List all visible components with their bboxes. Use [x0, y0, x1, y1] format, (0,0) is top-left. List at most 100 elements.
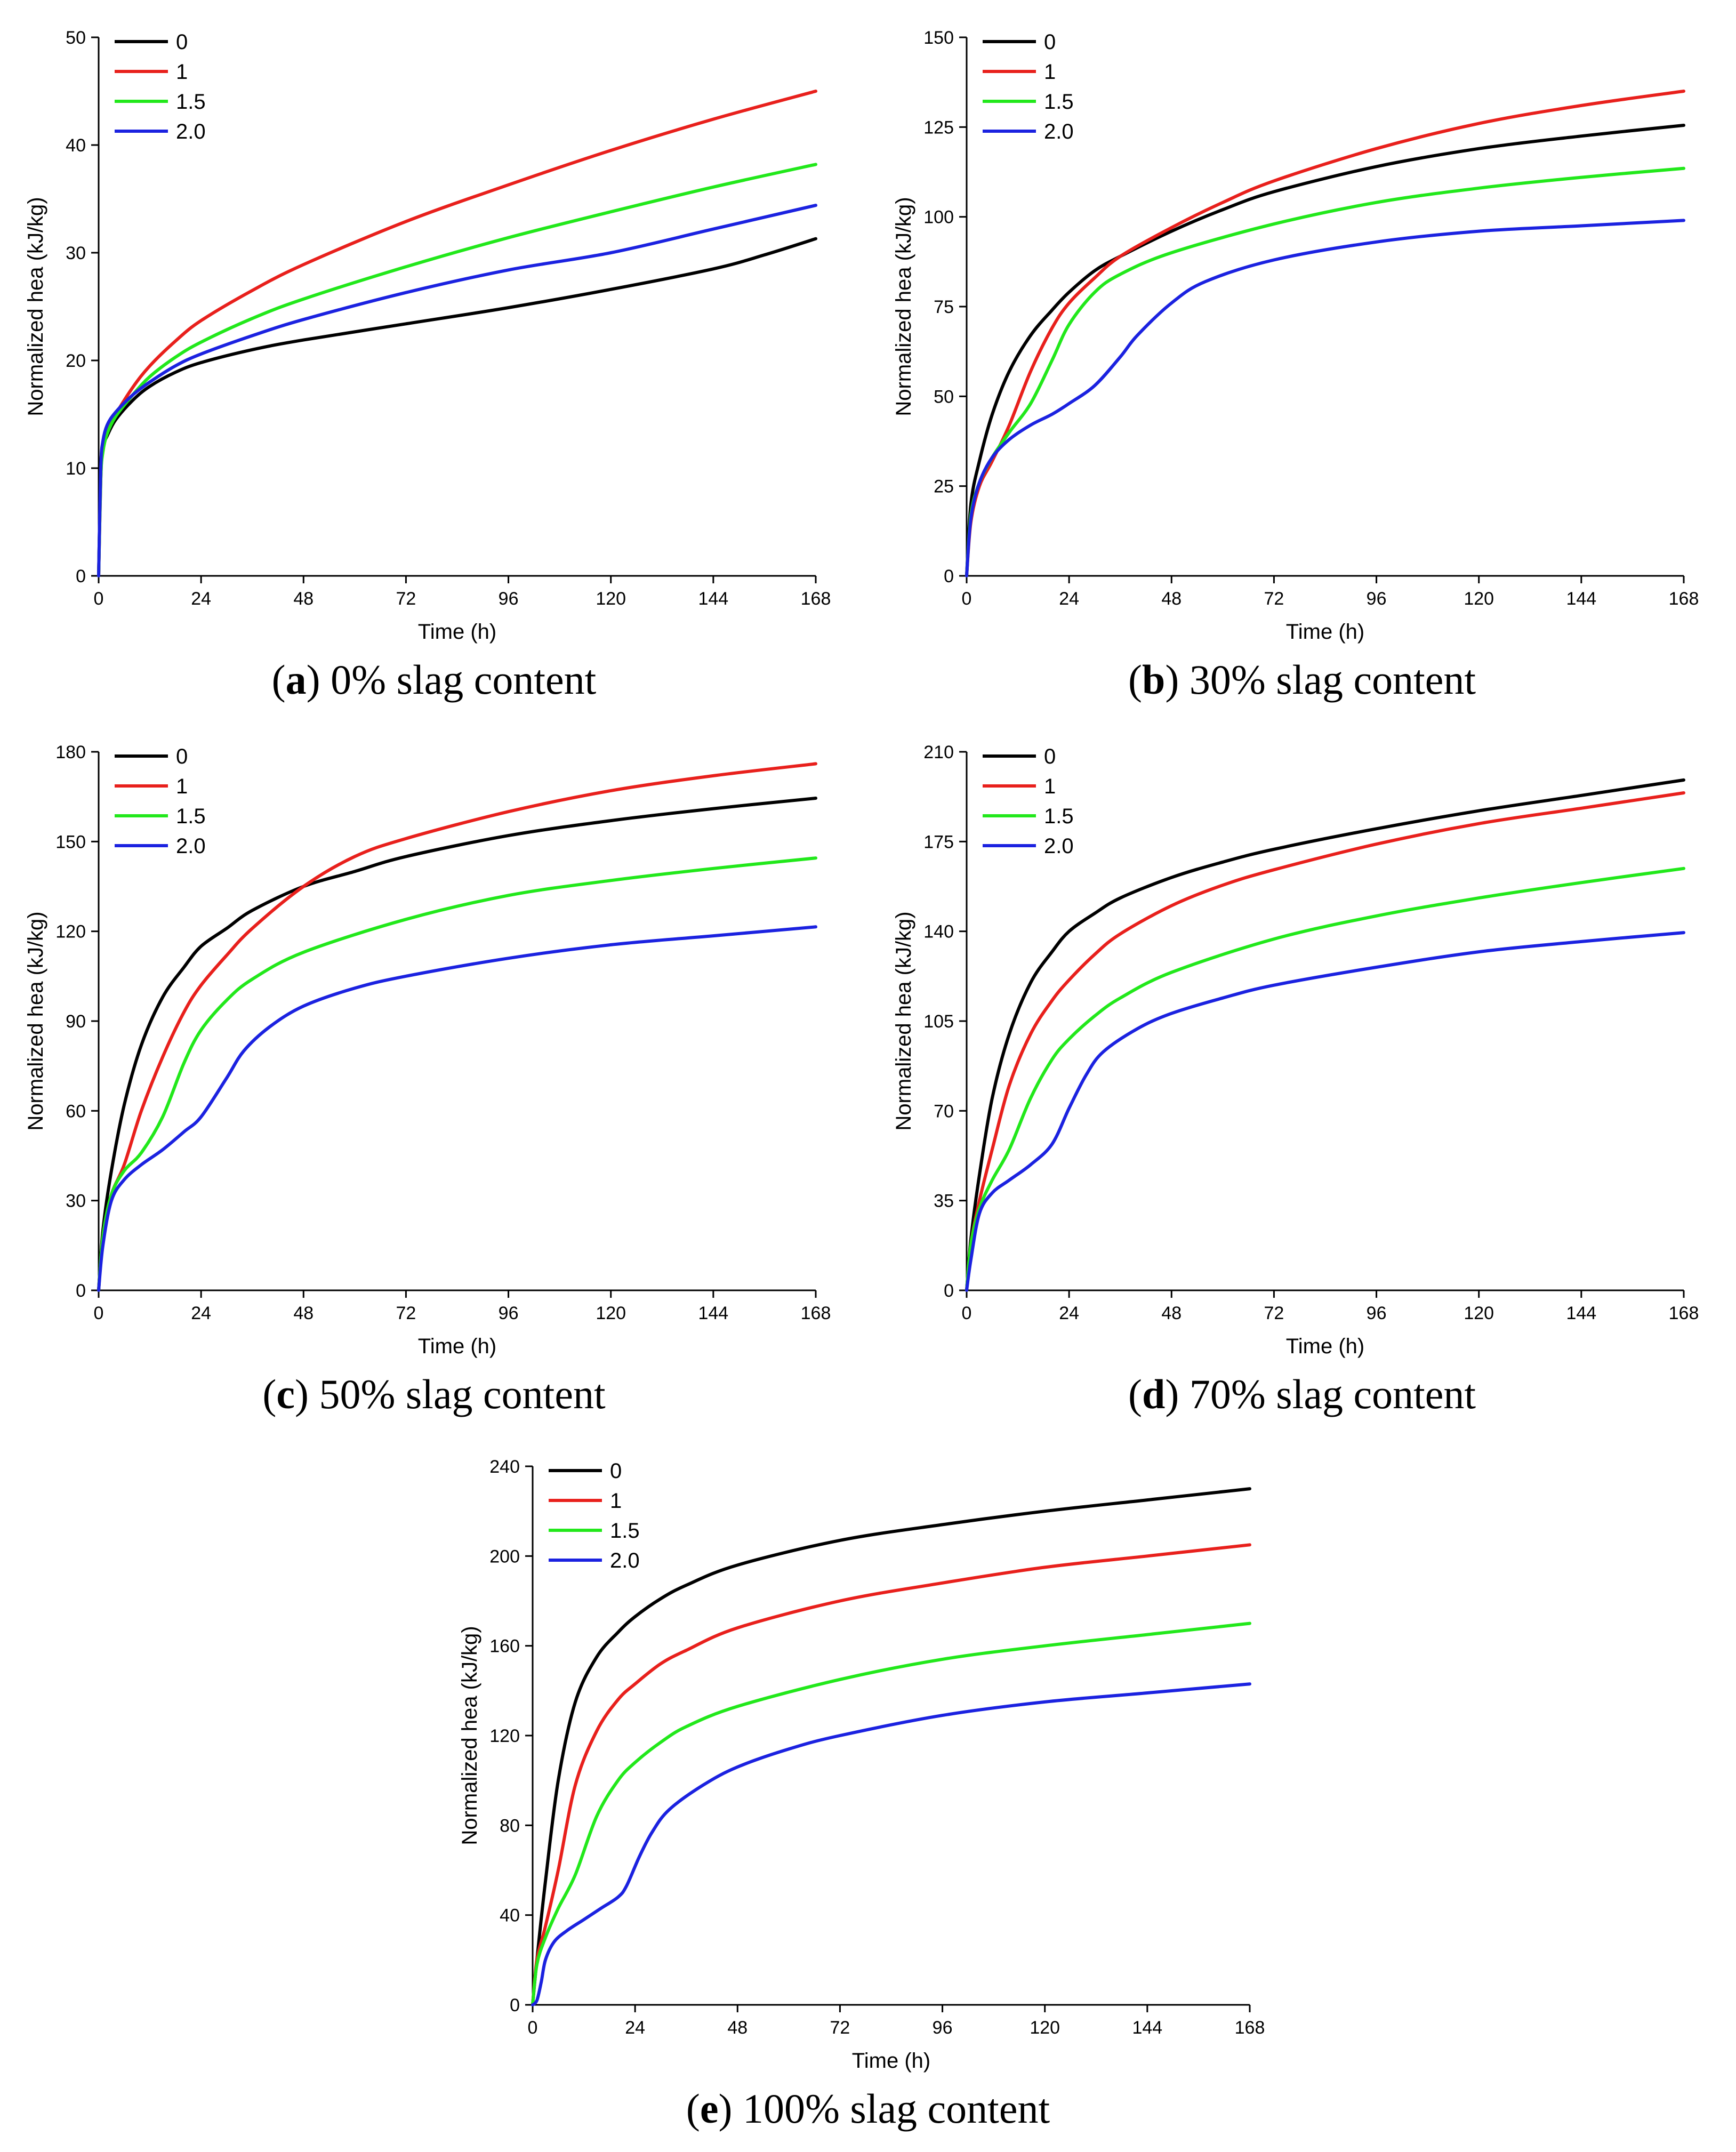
y-tick-label: 35 [934, 1191, 954, 1211]
series-line-1-5 [531, 1621, 1251, 2006]
legend: 0 1 1.5 2.0 [115, 745, 206, 858]
y-tick-label: 90 [66, 1011, 86, 1032]
x-tick-label: 24 [625, 2018, 645, 2038]
legend-label: 2.0 [610, 1549, 640, 1572]
y-tick-label: 40 [500, 1906, 520, 1926]
x-tick-label: 168 [801, 589, 831, 609]
chart-panel-d: 0 35 70 105 140 175 210 0 24 48 72 96 120 144 168 Time … [892, 742, 1699, 1358]
legend-label: 0 [610, 1459, 622, 1483]
chart-panel-c: 0 30 60 90 120 150 180 0 24 48 72 96 120 144 168 Time (… [24, 742, 831, 1358]
y-tick-label: 10 [66, 459, 86, 479]
x-tick-label: 0 [962, 589, 972, 609]
x-tick-label: 144 [698, 589, 728, 609]
caption-e: (e) 100% slag content [686, 2085, 1050, 2132]
series-line-0 [531, 1487, 1251, 2006]
series-line-0 [97, 797, 817, 1292]
y-tick-label: 120 [489, 1726, 520, 1746]
legend: 0 1 1.5 2.0 [983, 30, 1074, 143]
x-tick-label: 144 [1566, 1303, 1596, 1323]
y-tick-label: 140 [923, 922, 954, 942]
legend-label: 2.0 [1044, 120, 1074, 143]
y-tick-label: 240 [489, 1457, 520, 1477]
y-tick-label: 25 [934, 477, 954, 497]
x-tick-label: 96 [499, 1303, 519, 1323]
x-axis-title: Time (h) [418, 1335, 496, 1358]
legend-label: 1 [1044, 60, 1056, 84]
x-tick-label: 0 [94, 1303, 104, 1323]
legend-label: 1.5 [176, 90, 206, 114]
y-tick-label: 180 [55, 742, 86, 762]
series-line-1-5 [965, 866, 1685, 1292]
x-tick-label: 72 [830, 2018, 850, 2038]
legend-label: 1.5 [1044, 805, 1074, 828]
caption-text: 30% slag content [1189, 656, 1476, 703]
series-line-2-0 [965, 931, 1685, 1292]
caption-letter: c [276, 1371, 295, 1417]
caption-letter: e [700, 2085, 719, 2132]
y-tick-label: 0 [76, 566, 86, 587]
axes: 0 40 80 120 160 200 240 0 24 48 72 96 120 144 168 [489, 1457, 1265, 2038]
series-line-1 [97, 762, 817, 1292]
x-tick-label: 24 [191, 589, 211, 609]
caption-letter: b [1142, 656, 1166, 703]
y-axis-title: Normalized hea (kJ/kg) [24, 911, 47, 1130]
axes: 0 30 60 90 120 150 180 0 24 48 72 96 120 144 168 [55, 742, 831, 1323]
legend-label: 1 [1044, 775, 1056, 798]
x-tick-label: 48 [293, 1303, 314, 1323]
y-tick-label: 60 [66, 1101, 86, 1121]
series-line-1-5 [97, 856, 817, 1292]
x-ticks: 0 24 48 72 96 120 144 168 [528, 2005, 1265, 2038]
y-tick-label: 200 [489, 1546, 520, 1567]
x-tick-label: 24 [191, 1303, 211, 1323]
series-line-0 [965, 778, 1685, 1292]
y-tick-label: 50 [66, 28, 86, 48]
series-line-1 [531, 1543, 1251, 2006]
legend-label: 1 [176, 775, 188, 798]
x-axis-title: Time (h) [852, 2049, 930, 2073]
series-lines [97, 90, 817, 577]
caption-text: 0% slag content [331, 656, 597, 703]
y-axis-title: Normalized hea (kJ/kg) [892, 197, 915, 416]
y-ticks: 0 40 80 120 160 200 240 [489, 1457, 533, 2016]
legend-label: 2.0 [176, 120, 206, 143]
legend-label: 0 [1044, 745, 1056, 768]
y-ticks: 0 10 20 30 40 50 [66, 28, 99, 587]
y-tick-label: 70 [934, 1101, 954, 1121]
y-tick-label: 0 [510, 1995, 520, 2016]
y-tick-label: 40 [66, 135, 86, 156]
x-tick-label: 168 [1669, 1303, 1699, 1323]
y-tick-label: 160 [489, 1636, 520, 1657]
x-tick-label: 144 [1566, 589, 1596, 609]
y-tick-label: 50 [934, 387, 954, 407]
x-tick-label: 120 [596, 1303, 626, 1323]
chart-panel-e: 0 40 80 120 160 200 240 0 24 48 72 96 120 144 168 Time … [458, 1457, 1265, 2073]
y-tick-label: 80 [500, 1816, 520, 1836]
chart-panel-b: 0 25 50 75 100 125 150 0 24 48 72 96 120 144 168 Time (… [892, 28, 1699, 644]
caption-b: (b) 30% slag content [1128, 656, 1476, 703]
x-tick-label: 96 [933, 2018, 953, 2038]
x-tick-label: 120 [1030, 2018, 1060, 2038]
x-tick-label: 120 [596, 589, 626, 609]
y-tick-label: 30 [66, 1191, 86, 1211]
series-lines [965, 90, 1685, 577]
x-tick-label: 120 [1464, 1303, 1494, 1323]
legend-label: 0 [176, 30, 188, 54]
x-tick-label: 120 [1464, 589, 1494, 609]
series-line-1-5 [97, 163, 817, 577]
y-ticks: 0 25 50 75 100 125 150 [923, 28, 967, 587]
x-tick-label: 96 [499, 589, 519, 609]
x-tick-label: 24 [1059, 1303, 1079, 1323]
x-ticks: 0 24 48 72 96 120 144 168 [962, 1290, 1699, 1323]
y-tick-label: 20 [66, 351, 86, 371]
series-line-2-0 [531, 1682, 1251, 2006]
caption-a: (a) 0% slag content [271, 656, 597, 703]
axes: 0 35 70 105 140 175 210 0 24 48 72 96 120 144 168 [923, 742, 1699, 1323]
y-tick-label: 175 [923, 832, 954, 852]
x-tick-label: 168 [1669, 589, 1699, 609]
caption-d: (d) 70% slag content [1128, 1371, 1476, 1417]
x-tick-label: 144 [1132, 2018, 1162, 2038]
caption-text: 70% slag content [1189, 1371, 1476, 1417]
series-line-2-0 [97, 925, 817, 1292]
